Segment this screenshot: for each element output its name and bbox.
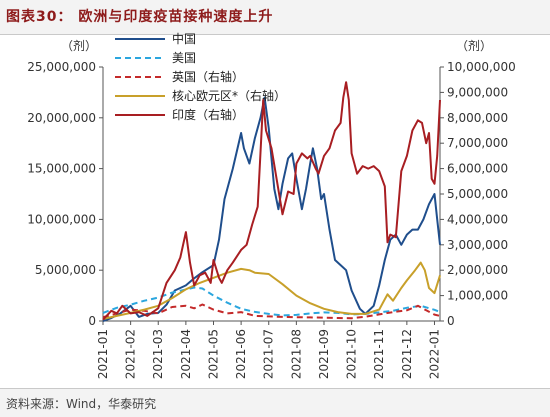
- right-tick-label: 10,000,000: [447, 60, 516, 74]
- x-tick-label: 2021-07: [262, 329, 276, 379]
- x-tick-label: 2021-05: [206, 329, 220, 379]
- x-tick-label: 2021-04: [179, 329, 193, 379]
- right-tick-label: 2,000,000: [447, 263, 508, 277]
- series-line-4: [102, 81, 441, 321]
- right-tick-label: 6,000,000: [447, 162, 508, 176]
- left-tick-label: 0: [88, 314, 96, 328]
- x-tick-label: 2021-03: [151, 329, 165, 379]
- left-tick-label: 15,000,000: [27, 162, 96, 176]
- right-tick-label: 3,000,000: [447, 238, 508, 252]
- x-tick-label: 2021-09: [317, 329, 331, 379]
- right-axis-unit: （剂）: [456, 38, 492, 53]
- legend-label: 中国: [172, 31, 196, 46]
- left-tick-label: 10,000,000: [27, 212, 96, 226]
- x-tick-label: 2021-11: [372, 329, 386, 379]
- left-tick-label: 5,000,000: [35, 263, 96, 277]
- legend-label: 英国（右轴）: [172, 69, 244, 84]
- right-tick-label: 1,000,000: [447, 289, 508, 303]
- series-line-0: [102, 96, 441, 322]
- figure-header: 图表30： 欧洲与印度疫苗接种速度上升: [0, 0, 550, 35]
- right-tick-label: 5,000,000: [447, 187, 508, 201]
- source-bar: 资料来源：Wind，华泰研究: [0, 388, 550, 417]
- left-tick-label: 20,000,000: [27, 111, 96, 125]
- legend-label: 印度（右轴）: [172, 107, 244, 122]
- right-tick-label: 0: [447, 314, 455, 328]
- x-tick-label: 2021-02: [124, 329, 138, 379]
- x-tick-label: 2021-10: [345, 329, 359, 379]
- x-tick-label: 2022-01: [427, 329, 441, 379]
- x-tick-label: 2021-08: [289, 329, 303, 379]
- figure-title: 图表30： 欧洲与印度疫苗接种速度上升: [6, 9, 274, 25]
- series-line-3: [102, 261, 441, 320]
- right-tick-label: 8,000,000: [447, 111, 508, 125]
- right-tick-label: 7,000,000: [447, 136, 508, 150]
- right-tick-label: 4,000,000: [447, 212, 508, 226]
- source-note: 资料来源：Wind，华泰研究: [6, 397, 157, 411]
- left-axis-unit: （剂）: [61, 38, 97, 53]
- x-tick-label: 2021-06: [234, 329, 248, 379]
- legend-label: 美国: [172, 51, 196, 65]
- legend-label: 核心欧元区*（右轴）: [172, 88, 286, 103]
- series-line-2: [102, 303, 441, 320]
- left-tick-label: 25,000,000: [27, 60, 96, 74]
- x-tick-label: 2021-12: [400, 329, 414, 379]
- right-tick-label: 9,000,000: [447, 85, 508, 99]
- x-tick-label: 2021-01: [96, 329, 110, 379]
